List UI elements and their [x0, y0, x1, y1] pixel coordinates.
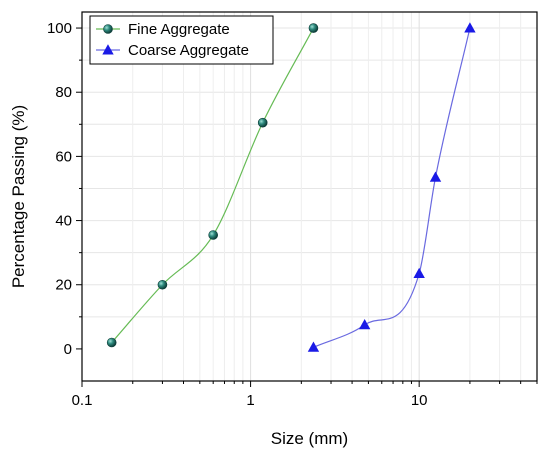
- y-tick-label: 100: [47, 20, 72, 37]
- series-1: [307, 22, 476, 352]
- data-point: [106, 337, 117, 348]
- data-point: [157, 279, 168, 290]
- data-point: [308, 23, 319, 33]
- data-point: [429, 171, 442, 182]
- series-line: [313, 27, 471, 348]
- y-tick-label: 0: [64, 341, 72, 358]
- plot-frame: [81, 11, 538, 382]
- grid: [82, 12, 537, 381]
- data-point: [208, 230, 218, 240]
- x-tick-label: 1: [246, 392, 254, 409]
- legend-label: Fine Aggregate: [128, 21, 230, 38]
- x-tick-label: 10: [411, 392, 428, 409]
- data-point: [307, 341, 320, 352]
- y-tick-label: 40: [55, 213, 72, 230]
- y-tick-label: 60: [55, 148, 72, 165]
- series-0: [106, 23, 319, 348]
- y-tick-label: 80: [55, 84, 72, 101]
- data-point: [257, 117, 268, 128]
- legend-label: Coarse Aggregate: [128, 42, 249, 59]
- x-tick-label: 0.1: [72, 392, 93, 409]
- series: [106, 22, 476, 352]
- series-line: [111, 27, 314, 343]
- legend-box: [89, 15, 274, 65]
- legend: Fine Aggregate Coarse Aggregate: [89, 15, 274, 65]
- data-point: [413, 267, 425, 278]
- data-point: [464, 22, 476, 33]
- data-point: [358, 319, 371, 330]
- x-axis-title: Size (mm): [271, 429, 348, 448]
- y-axis-title: Percentage Passing (%): [9, 105, 28, 288]
- legend-marker: [102, 44, 114, 55]
- legend-marker: [103, 24, 113, 34]
- y-tick-label: 20: [55, 277, 72, 294]
